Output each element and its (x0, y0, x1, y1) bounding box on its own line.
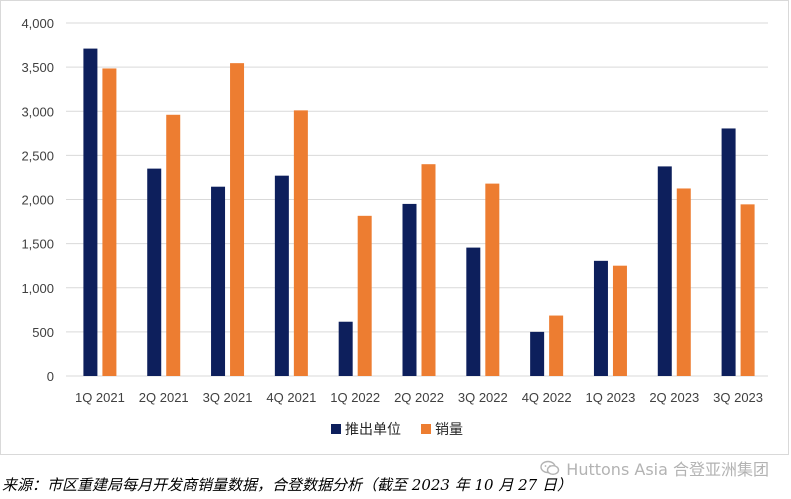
x-tick-label: 3Q 2023 (713, 390, 763, 405)
bar-launched (657, 166, 672, 376)
bar-sold (612, 265, 627, 376)
legend-swatch (421, 424, 431, 434)
bar-sold (102, 68, 117, 376)
x-tick-label: 3Q 2022 (458, 390, 508, 405)
bar-launched (402, 203, 417, 376)
y-tick-label: 3,000 (21, 104, 54, 119)
legend-label: 推出单位 (345, 422, 401, 438)
bar-launched (721, 128, 736, 376)
bar-launched (211, 186, 226, 376)
y-tick-label: 3,500 (21, 60, 54, 75)
x-tick-label: 1Q 2022 (330, 390, 380, 405)
bar-sold (421, 164, 436, 376)
legend-label: 销量 (435, 422, 463, 438)
x-tick-label: 2Q 2021 (139, 390, 189, 405)
wechat-icon (540, 460, 560, 476)
x-tick-label: 2Q 2022 (394, 390, 444, 405)
x-tick-label: 4Q 2021 (266, 390, 316, 405)
bar-sold (166, 114, 181, 376)
x-tick-label: 1Q 2021 (75, 390, 125, 405)
y-tick-label: 1,000 (21, 281, 54, 296)
bar-chart: 0 500 1,000 1,500 2,000 2,500 3,000 3,500 4,000 1… (21, 16, 768, 438)
bar-sold (357, 215, 372, 376)
y-tick-label: 1,500 (21, 237, 54, 252)
bar-sold (740, 204, 755, 376)
x-tick-label: 4Q 2022 (522, 390, 572, 405)
y-tick-label: 2,500 (21, 148, 54, 163)
bar-sold (293, 110, 308, 377)
source-note: 来源：市区重建局每月开发商销量数据，合登数据分析（截至 2023 年 10 月 … (2, 476, 572, 494)
x-tick-label: 1Q 2023 (586, 390, 636, 405)
watermark-text: Huttons Asia 合登亚洲集团 (566, 460, 769, 479)
legend-swatch (331, 424, 341, 434)
bar-launched (338, 321, 353, 376)
bar-launched (83, 48, 98, 376)
bar-launched (530, 331, 545, 376)
bar-sold (485, 183, 500, 376)
bar-sold (230, 63, 245, 377)
x-tick-label: 3Q 2021 (203, 390, 253, 405)
y-tick-label: 0 (47, 369, 54, 384)
bar-launched (147, 168, 162, 376)
bar-sold (549, 315, 564, 376)
y-tick-label: 2,000 (21, 193, 54, 208)
bar-launched (274, 175, 289, 376)
y-tick-label: 4,000 (21, 16, 54, 31)
y-tick-label: 500 (32, 325, 54, 340)
watermark: Huttons Asia 合登亚洲集团 (540, 456, 769, 480)
bar-launched (593, 260, 608, 376)
chart-frame (0, 0, 789, 455)
bar-launched (466, 247, 481, 376)
x-tick-label: 2Q 2023 (649, 390, 699, 405)
bar-sold (676, 188, 691, 376)
